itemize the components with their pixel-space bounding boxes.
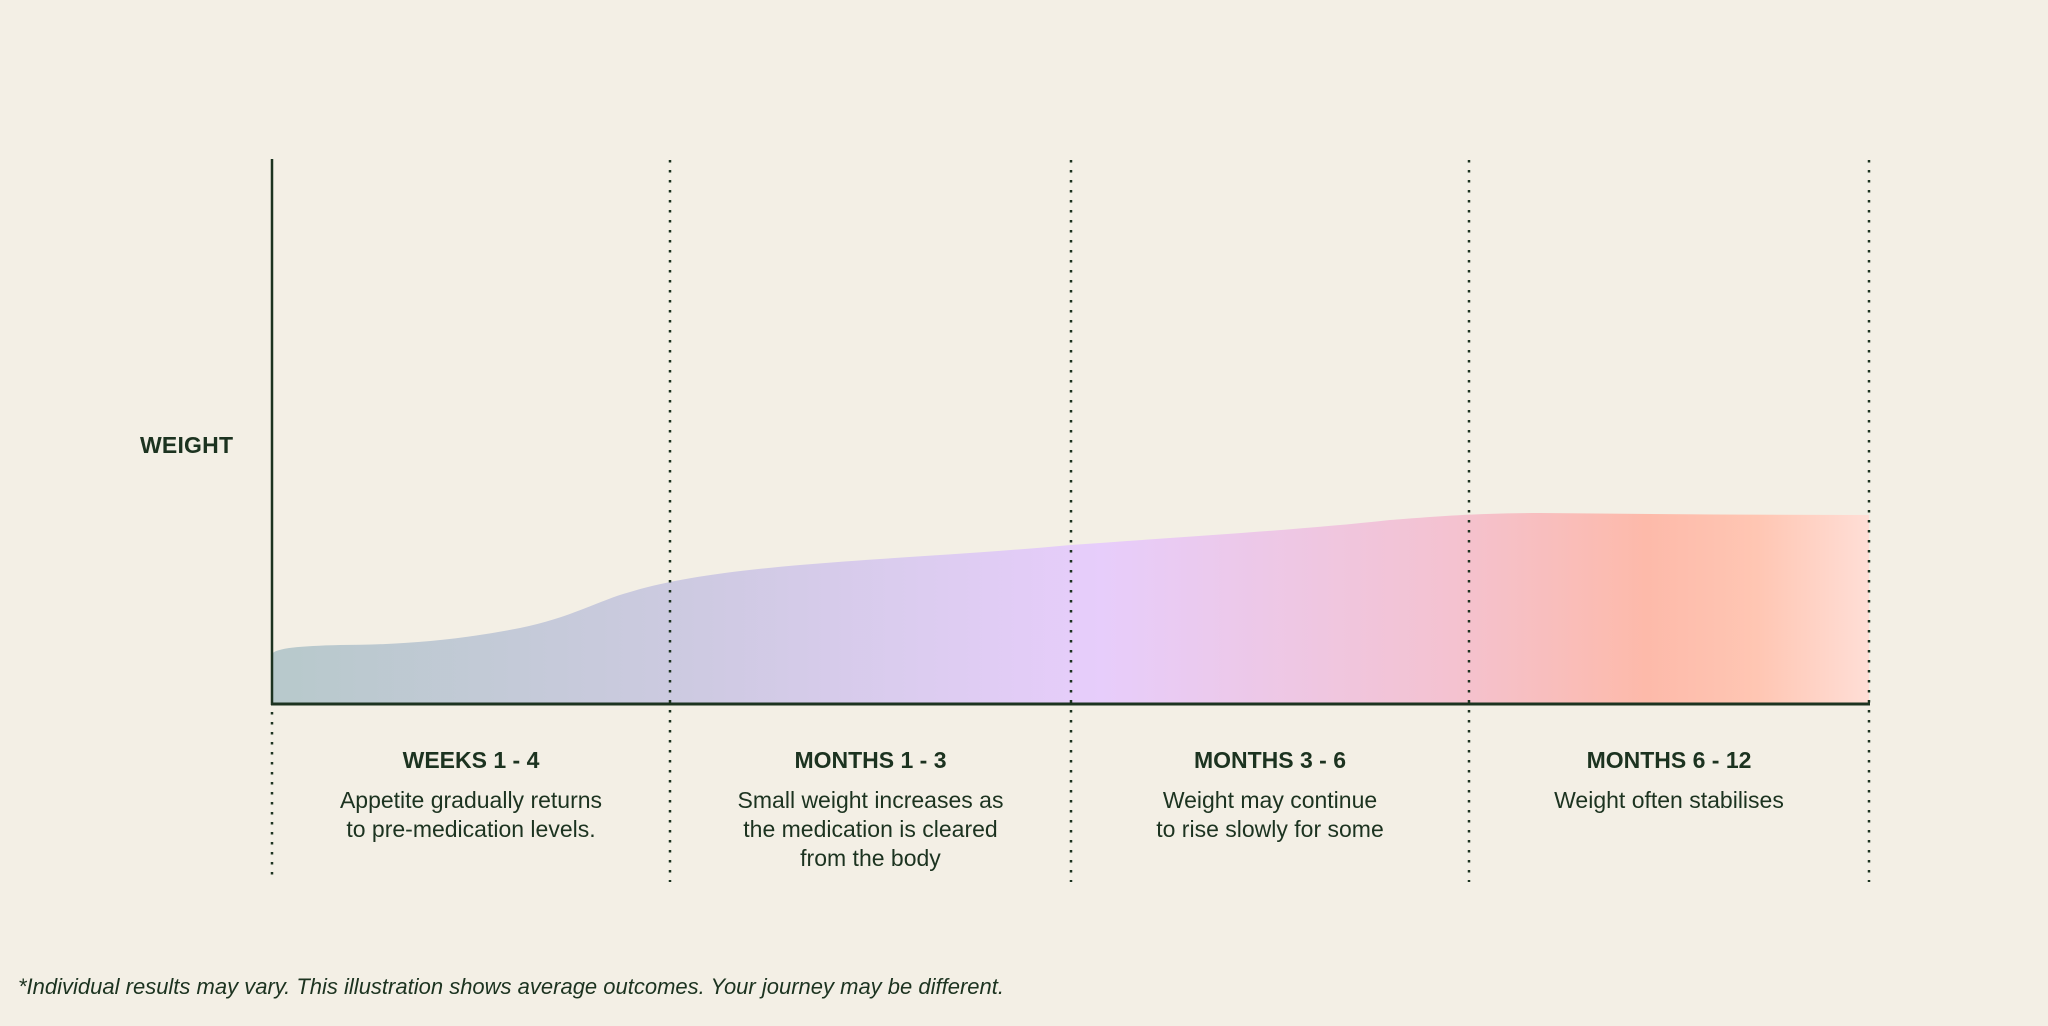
phase-description: Weight often stabilises [1469, 786, 1869, 815]
description-line: Weight may continue [1162, 787, 1378, 813]
disclaimer-footnote: *Individual results may vary. This illus… [18, 974, 1004, 999]
description-line: Appetite gradually returns [339, 787, 603, 813]
phase-months-3-6: MONTHS 3 - 6 Weight may continue to rise… [1071, 744, 1469, 844]
phase-description: Weight may continue to rise slowly for s… [1071, 786, 1469, 844]
phase-title: WEEKS 1 - 4 [402, 747, 540, 773]
phase-title: MONTHS 1 - 3 [794, 747, 947, 773]
description-line: to pre-medication levels. [346, 816, 596, 842]
phase-months-1-3: MONTHS 1 - 3 Small weight increases as t… [670, 744, 1071, 873]
description-line: Small weight increases as [737, 787, 1004, 813]
phase-title: MONTHS 6 - 12 [1586, 747, 1752, 773]
y-axis-label: WEIGHT [140, 432, 234, 458]
description-line: the medication is cleared [743, 816, 998, 842]
phase-weeks-1-4: WEEKS 1 - 4 Appetite gradually returns t… [272, 744, 670, 844]
phase-months-6-12: MONTHS 6 - 12 Weight often stabilises [1469, 744, 1869, 815]
description-line: Weight often stabilises [1554, 787, 1784, 813]
phase-description: Appetite gradually returns to pre-medica… [272, 786, 670, 844]
description-line: from the body [800, 845, 941, 871]
phase-description: Small weight increases as the medication… [670, 786, 1071, 873]
phase-dividers [270, 160, 1871, 882]
phase-title: MONTHS 3 - 6 [1193, 747, 1347, 773]
description-line: to rise slowly for some [1156, 816, 1384, 842]
